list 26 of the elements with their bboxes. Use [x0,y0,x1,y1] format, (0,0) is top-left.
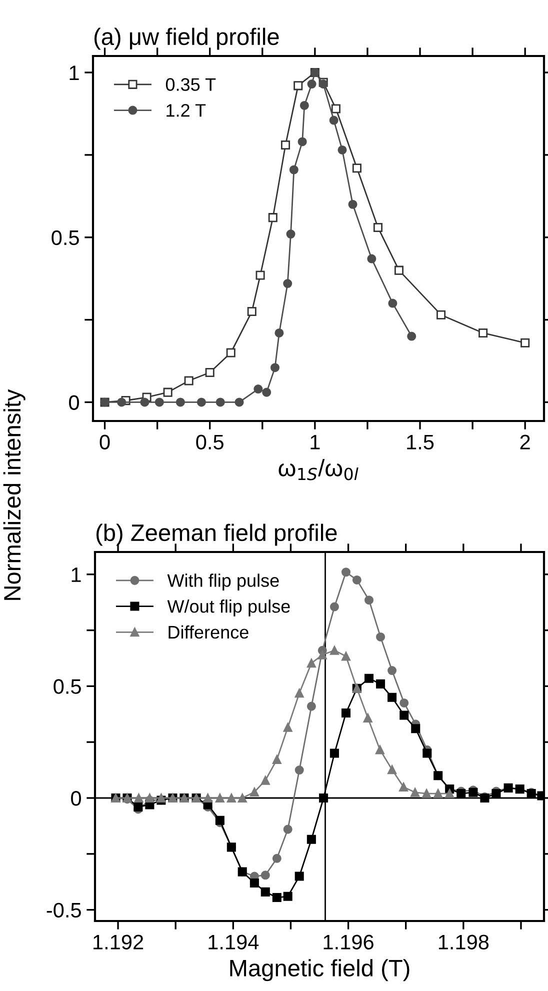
y-tick-label: 0 [69,395,79,410]
legend-label: 0.35 T [166,78,216,91]
x-tick-label: 1.194 [208,934,259,950]
x-axis-title: ω$_{1S}$/ω$_{0l}$ [278,459,358,480]
x-tick-label: 1.5 [407,434,434,450]
x-tick-label: 1.196 [324,934,374,950]
y-tick-label: 1 [72,568,81,582]
legend-label: 1.2 T [166,104,206,117]
y-tick-label: -0.5 [46,902,81,918]
x-tick-label: 1 [310,434,320,450]
y-tick-label: 0 [71,791,81,806]
y-tick-label: 0.5 [52,230,79,246]
y-tick-label: 1 [70,66,79,80]
chart-title: (a) μw field profile [94,28,279,50]
x-axis-title: Magnetic field (T) [230,959,410,982]
legend-label: W/out flip pulse [167,600,290,616]
x-tick-label: 1.192 [94,934,144,950]
y-axis-title: Normalized intensity [3,389,26,600]
x-tick-label: 0.5 [196,434,224,450]
x-tick-label: 2 [520,434,530,450]
legend-label: Difference [168,625,248,639]
x-tick-label: 1.198 [438,934,489,950]
legend-label: With flip pulse [167,574,279,590]
chart-title: (b) Zeeman field profile [96,524,337,546]
y-tick-label: 0.5 [54,679,81,694]
x-tick-label: 0 [100,434,110,450]
